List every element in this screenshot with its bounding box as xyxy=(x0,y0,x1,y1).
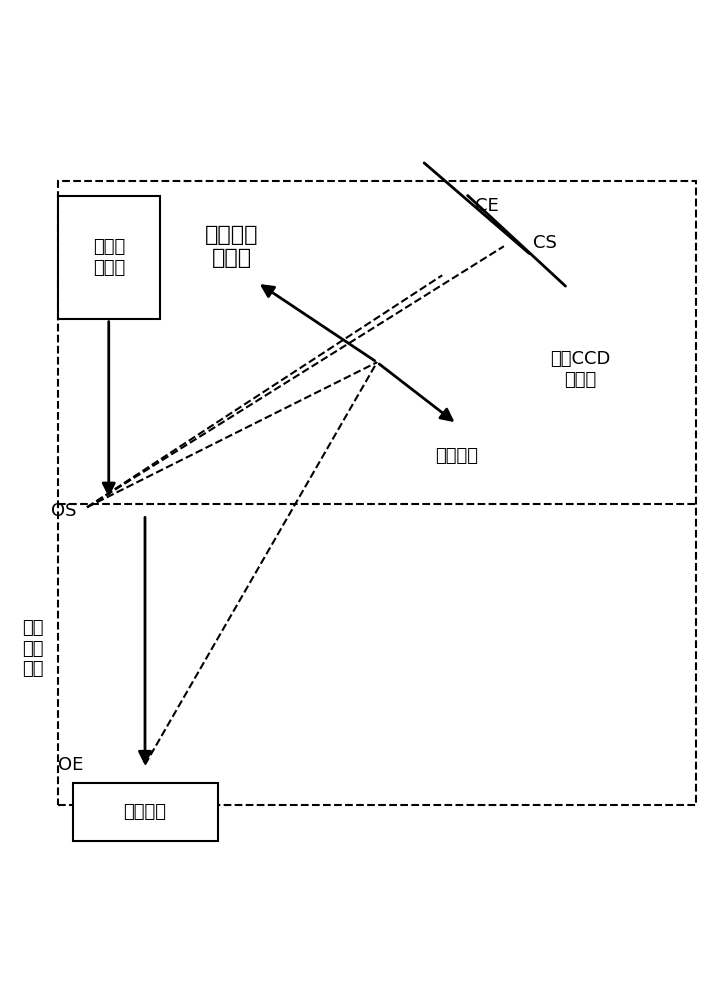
Text: CE: CE xyxy=(475,197,499,215)
FancyBboxPatch shape xyxy=(72,783,218,841)
Text: OE: OE xyxy=(58,756,83,774)
Text: 接收透镜: 接收透镜 xyxy=(435,448,479,466)
FancyBboxPatch shape xyxy=(58,196,160,319)
Text: 激光
发射
方向: 激光 发射 方向 xyxy=(22,619,44,678)
Text: OS: OS xyxy=(51,502,76,520)
Text: 被测物体: 被测物体 xyxy=(123,803,167,821)
Text: 激光三角
测距仪: 激光三角 测距仪 xyxy=(205,225,259,268)
Text: CS: CS xyxy=(533,234,557,252)
Text: 半导体
激光器: 半导体 激光器 xyxy=(93,238,125,277)
Text: 线阵CCD
传感器: 线阵CCD 传感器 xyxy=(550,350,610,389)
